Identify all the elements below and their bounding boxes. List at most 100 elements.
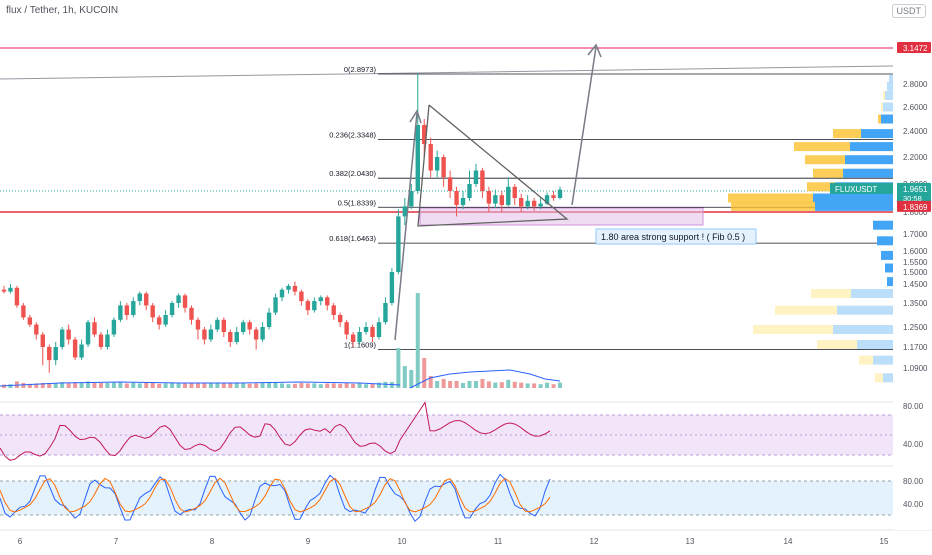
volume-profile-up — [885, 263, 895, 273]
volume-bar — [247, 383, 252, 388]
candle-body — [499, 195, 505, 205]
candle-body — [34, 324, 39, 335]
fib-label: 0.5(1.8339) — [338, 198, 377, 207]
volume-bar — [260, 383, 265, 388]
volume-profile-down — [878, 114, 881, 124]
candle-body — [182, 295, 188, 308]
currency-button[interactable]: USDT — [891, 4, 926, 18]
volume-bar — [53, 383, 58, 388]
volume-bar — [441, 379, 446, 388]
volume-bar — [435, 381, 440, 388]
volume-bar — [21, 383, 26, 388]
volume-profile-up — [873, 355, 895, 365]
candle-body — [292, 285, 298, 292]
volume-bar — [163, 383, 168, 388]
stoch-k-line — [0, 473, 551, 522]
volume-profile-up — [851, 289, 895, 298]
volume-bar — [131, 382, 136, 388]
volume-bar — [228, 383, 233, 388]
price-badge-label: 1.9651 — [903, 185, 928, 194]
arrow-up-2 — [571, 46, 597, 206]
candle-body — [383, 303, 388, 323]
volume-bar — [79, 383, 84, 388]
time-tick-label: 15 — [880, 537, 889, 546]
volume-profile-down — [817, 340, 857, 349]
volume-profile-down — [811, 289, 851, 298]
stoch-d-line — [0, 477, 551, 513]
volume-bar — [364, 384, 369, 388]
volume-bar — [267, 382, 272, 388]
volume-bar — [157, 383, 162, 388]
price-tick-label: 1.2500 — [903, 323, 928, 332]
price-badge — [897, 200, 931, 212]
candle-body — [447, 177, 453, 191]
volume-bar — [124, 383, 129, 388]
volume-bar — [512, 381, 517, 388]
candle-body — [460, 198, 466, 205]
candle-body — [344, 322, 349, 335]
volume-bar — [351, 383, 356, 388]
volume-bar — [525, 383, 530, 388]
candle-body — [176, 295, 181, 303]
candle-body — [480, 170, 485, 191]
volume-bar — [176, 383, 181, 388]
candle-body — [195, 319, 201, 330]
candle-body — [512, 186, 517, 198]
candle-body — [363, 327, 369, 332]
volume-bar — [415, 293, 420, 388]
price-tick-label: 1.5500 — [903, 258, 928, 267]
rsi-line — [0, 401, 551, 461]
volume-profile-up — [881, 250, 895, 260]
time-tick-label: 8 — [210, 537, 215, 546]
volume-profile — [728, 74, 895, 383]
volume-bar — [461, 383, 466, 388]
candle-body — [241, 322, 246, 332]
candle-body — [538, 203, 543, 207]
candle-body — [396, 216, 401, 272]
candle-body — [163, 315, 168, 325]
volume-bar — [325, 383, 330, 388]
fib-label: 0(2.8973) — [344, 65, 377, 74]
fib-label: 1(1.1609) — [344, 340, 377, 349]
volume-bar — [92, 383, 97, 388]
volume-profile-down — [731, 201, 815, 211]
volume-bar — [493, 382, 498, 388]
annotation-box — [595, 228, 757, 245]
volume-bar — [86, 381, 91, 388]
volume-profile-down — [807, 182, 835, 192]
candle-body — [79, 344, 84, 358]
volume-bar — [183, 382, 188, 388]
volume-profile-up — [843, 168, 895, 178]
candle-body — [409, 191, 414, 207]
price-axis[interactable]: 2.80002.60002.40002.20002.00001.80001.70… — [893, 0, 932, 530]
candle-body — [98, 334, 104, 347]
candle-body — [111, 319, 117, 335]
candle-body — [92, 322, 97, 335]
volume-bar — [519, 382, 524, 388]
price-tick-label: 1.5000 — [903, 268, 928, 277]
volume-profile-up — [887, 81, 895, 91]
candle-body — [105, 334, 110, 347]
candle-body — [506, 186, 511, 205]
volume-bar — [34, 383, 39, 388]
volume-bar — [66, 383, 71, 388]
price-tick-label: 1.8000 — [903, 208, 928, 217]
volume-bar — [137, 383, 142, 388]
candle-body — [14, 287, 20, 306]
candle-body — [266, 312, 272, 327]
candle-body — [299, 291, 304, 302]
candle-body — [441, 157, 446, 178]
volume-bar — [221, 383, 226, 388]
rsi-indicator — [0, 401, 551, 461]
price-tick-label: 2.6000 — [903, 103, 928, 112]
arrow-head-2 — [587, 43, 602, 58]
volume-profile-down — [775, 305, 837, 315]
volume-bar — [558, 382, 562, 388]
candle-body — [473, 170, 479, 184]
volume-bar — [273, 382, 278, 388]
price-badge — [897, 42, 931, 53]
time-axis[interactable]: 6 7 8 9 10 11 12 13 14 15 — [18, 537, 889, 546]
volume-profile-up — [877, 236, 895, 246]
